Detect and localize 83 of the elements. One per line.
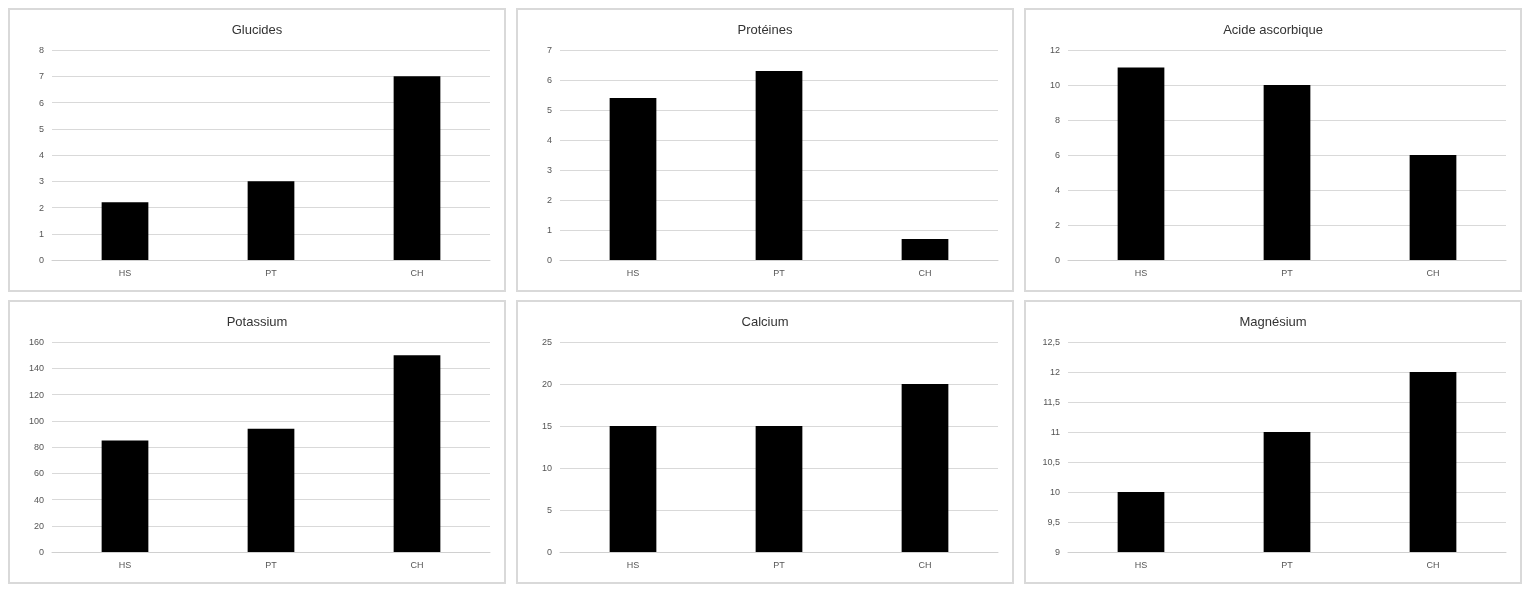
x-tick-label: CH [918,559,932,570]
x-tick-label: HS [626,559,640,570]
x-tick-label: CH [1426,559,1440,570]
bar [101,202,149,260]
y-tick-label: 10 [541,463,552,473]
y-tick-label: 60 [33,468,44,479]
bar [901,239,949,260]
chart-title: Glucides [231,22,283,37]
y-tick-label: 0 [38,255,44,265]
bar [1117,67,1165,260]
bar [393,76,441,260]
chart-title: Protéines [737,22,793,37]
x-tick-label: HS [118,559,132,570]
y-tick-label: 6 [1054,150,1060,160]
y-tick-label: 1 [38,228,44,239]
y-tick-label: 4 [546,135,552,145]
y-tick-label: 9,5 [1047,517,1060,527]
y-tick-label: 10 [1049,80,1060,90]
y-tick-label: 7 [38,71,44,82]
x-tick-label: CH [918,267,932,278]
y-tick-label: 15 [541,421,552,431]
y-tick-label: 0 [546,255,552,265]
y-tick-label: 20 [33,520,44,531]
x-tick-label: PT [773,559,786,570]
y-tick-label: 0 [546,547,552,557]
x-tick-label: CH [410,559,424,570]
chart-title: Acide ascorbique [1223,22,1323,37]
y-tick-label: 3 [546,165,552,175]
y-tick-label: 9 [1054,547,1060,557]
bar [101,440,149,552]
chart-title: Magnésium [1239,314,1307,329]
y-tick-label: 25 [541,337,552,347]
y-tick-label: 40 [33,494,44,505]
y-tick-label: 5 [546,105,552,115]
y-tick-label: 6 [546,75,552,85]
x-tick-label: PT [265,559,278,570]
x-tick-label: HS [626,267,640,278]
y-tick-label: 8 [1054,115,1060,125]
y-tick-label: 160 [28,337,44,347]
x-tick-label: PT [265,267,278,278]
y-tick-label: 4 [38,150,44,160]
y-tick-label: 5 [546,505,552,515]
y-tick-label: 10,5 [1042,457,1060,467]
y-tick-label: 7 [546,45,552,55]
y-tick-label: 4 [1054,185,1060,195]
y-tick-label: 11,5 [1043,397,1060,407]
chart-title: Calcium [741,314,789,329]
x-tick-label: HS [1134,267,1148,278]
y-tick-label: 20 [541,379,552,389]
x-tick-label: PT [1281,559,1294,570]
x-tick-label: CH [1426,267,1440,278]
y-tick-label: 12,5 [1042,337,1060,347]
y-tick-label: 12 [1049,367,1060,377]
y-tick-label: 6 [38,97,44,108]
bar [1263,85,1311,260]
x-tick-label: HS [118,267,132,278]
y-tick-label: 2 [38,202,44,213]
y-tick-label: 5 [38,123,44,134]
y-tick-label: 0 [1054,255,1060,265]
bar [393,355,441,552]
bar [247,181,295,260]
y-tick-label: 100 [28,415,44,426]
bar [609,98,657,260]
x-tick-label: HS [1134,559,1148,570]
y-tick-label: 3 [38,176,44,187]
y-tick-label: 2 [1054,220,1060,230]
y-tick-label: 120 [28,389,44,400]
y-tick-label: 8 [38,45,44,55]
x-tick-label: CH [410,267,424,278]
y-tick-label: 1 [546,225,552,235]
y-tick-label: 140 [28,363,44,374]
y-tick-label: 10 [1049,487,1060,497]
chart-title: Potassium [226,314,288,329]
y-tick-label: 0 [38,547,44,557]
y-tick-label: 12 [1049,45,1060,55]
bar [247,428,295,552]
y-tick-label: 2 [546,195,552,205]
y-tick-label: 11 [1050,427,1060,437]
bar [1409,155,1457,260]
y-tick-label: 80 [33,442,44,452]
x-tick-label: PT [773,267,786,278]
x-tick-label: PT [1281,267,1294,278]
bar [755,71,803,260]
